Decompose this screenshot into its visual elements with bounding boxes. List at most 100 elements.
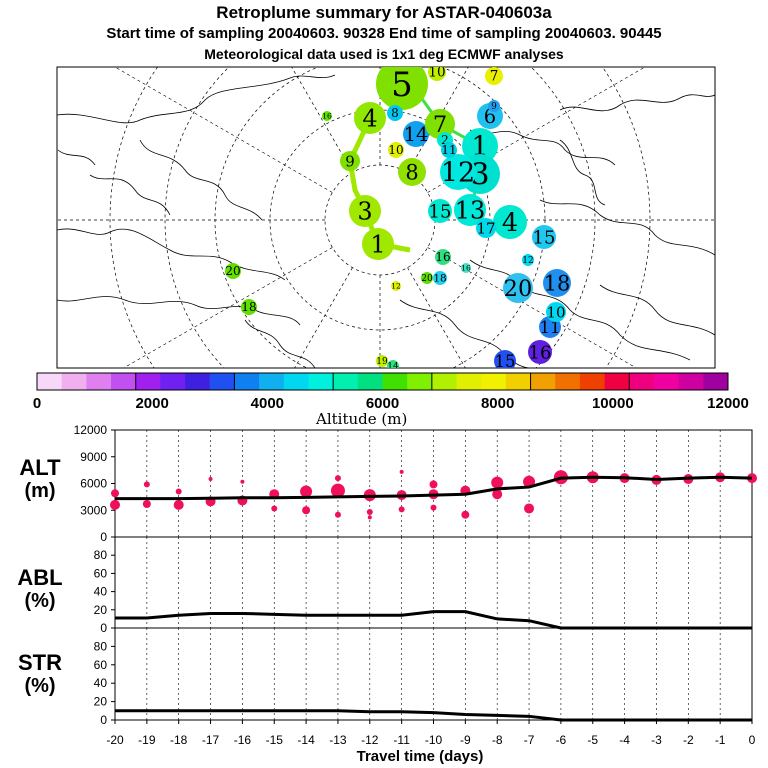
plume-label: 14: [404, 123, 429, 146]
alt-y-tick-label: 6000: [80, 477, 107, 491]
alt-scatter-point: [461, 510, 470, 519]
alt-scatter-point: [175, 488, 182, 495]
coastline: [469, 259, 691, 361]
colorbar-tick-label: 10000: [592, 395, 634, 412]
plume-marker: [503, 273, 533, 303]
colorbar-swatch: [703, 373, 729, 390]
plume-marker: [488, 100, 500, 112]
plume-label: 18: [544, 271, 571, 295]
plume-marker: [322, 111, 332, 121]
alt-scatter-point: [334, 475, 341, 482]
str-panel-label: STR: [18, 650, 62, 675]
alt-scatter-point: [208, 477, 213, 482]
coastline: [57, 296, 301, 326]
coastline: [139, 139, 263, 221]
plume-marker: [528, 340, 552, 364]
x-tick-label: -12: [361, 733, 379, 747]
x-tick-label: -1: [715, 733, 726, 747]
plume-label: 9: [491, 102, 497, 112]
alt-scatter-point: [300, 485, 313, 498]
colorbar-swatch: [555, 373, 581, 390]
abl-y-tick-label: 0: [100, 621, 107, 635]
plume-marker: [441, 142, 457, 158]
x-tick-label: -7: [524, 733, 535, 747]
plume-label: 7: [433, 112, 447, 138]
meridian-line: [122, 247, 333, 368]
colorbar-swatch: [604, 373, 630, 390]
x-tick-label: -8: [492, 733, 503, 747]
x-tick-label: -11: [393, 733, 410, 747]
plume-marker: [241, 299, 257, 315]
colorbar-swatch: [333, 373, 359, 390]
coastline: [559, 139, 606, 206]
plume-label: 15: [533, 227, 556, 248]
colorbar-tick-label: 12000: [707, 395, 749, 412]
plume-marker: [440, 154, 476, 190]
abl-panel-label: ABL: [17, 565, 63, 590]
coastline: [57, 149, 96, 166]
plume-marker: [340, 151, 360, 171]
alt-scatter-point: [334, 511, 341, 518]
x-tick-label: -4: [619, 733, 630, 747]
colorbar-swatch: [653, 373, 680, 390]
colorbar-swatch: [111, 373, 137, 390]
meridian-line: [407, 67, 469, 173]
plume-label: 11: [540, 318, 561, 337]
str-line: [115, 709, 752, 722]
alt-mean-line: [115, 475, 753, 501]
plume-label: 8: [391, 106, 399, 120]
plume-label: 18: [241, 300, 256, 314]
plume-label: 3: [470, 158, 489, 193]
x-tick-label: 0: [749, 733, 756, 747]
colorbar-frame: [36, 372, 729, 391]
plume-marker: [376, 355, 388, 367]
colorbar-tick-label: 6000: [366, 395, 399, 412]
x-tick-label: -3: [651, 733, 662, 747]
plume-marker: [485, 67, 503, 85]
x-tick-label: -17: [202, 733, 220, 747]
plume-marker: [398, 158, 426, 186]
coastline: [89, 174, 171, 216]
coastline: [244, 319, 316, 368]
colorbar-swatch: [505, 373, 532, 390]
alt-scatter-point: [143, 481, 150, 488]
plume-label: 20: [225, 264, 240, 278]
plume-marker: [362, 228, 394, 260]
colorbar-tick-label: 2000: [135, 395, 168, 412]
plume-marker: [428, 67, 446, 81]
alt-y-tick-label: 9000: [80, 450, 107, 464]
alt-scatter-point: [399, 469, 404, 474]
latitude-circle: [164, 67, 596, 368]
alt-scatter-point: [271, 505, 278, 512]
x-axis-label: Travel time (days): [356, 748, 484, 765]
str-y-tick-label: 80: [94, 639, 108, 653]
plume-label: 10: [546, 303, 565, 321]
alt-scatter-point: [173, 499, 184, 510]
plume-label: 16: [322, 112, 332, 121]
colorbar-swatch: [530, 373, 556, 390]
meridian-line: [407, 267, 466, 368]
plume-marker: [546, 302, 566, 322]
plume-label: 16: [461, 264, 471, 273]
alt-scatter-point: [367, 515, 372, 520]
coastline: [599, 284, 715, 336]
alt-scatter-point: [110, 499, 120, 510]
abl-y-tick-label: 60: [94, 566, 108, 580]
str-y-tick-label: 0: [100, 713, 107, 727]
coastline: [399, 299, 531, 368]
alt-scatter-point: [524, 503, 535, 514]
colorbar-swatch: [37, 373, 63, 390]
plume-label: 3: [357, 197, 372, 225]
coastline: [469, 129, 616, 166]
plume-label: 15: [429, 201, 452, 222]
x-tick-label: -9: [460, 733, 471, 747]
str-y-tick-label: 60: [94, 658, 108, 672]
coastline: [57, 74, 336, 124]
alt-scatter-point: [492, 489, 503, 500]
str-panel-unit: (%): [24, 675, 56, 697]
abl-y-tick-label: 20: [94, 603, 108, 617]
alt-scatter-point: [302, 506, 311, 515]
latitude-circle: [109, 67, 651, 368]
alt-scatter-point: [111, 489, 119, 498]
